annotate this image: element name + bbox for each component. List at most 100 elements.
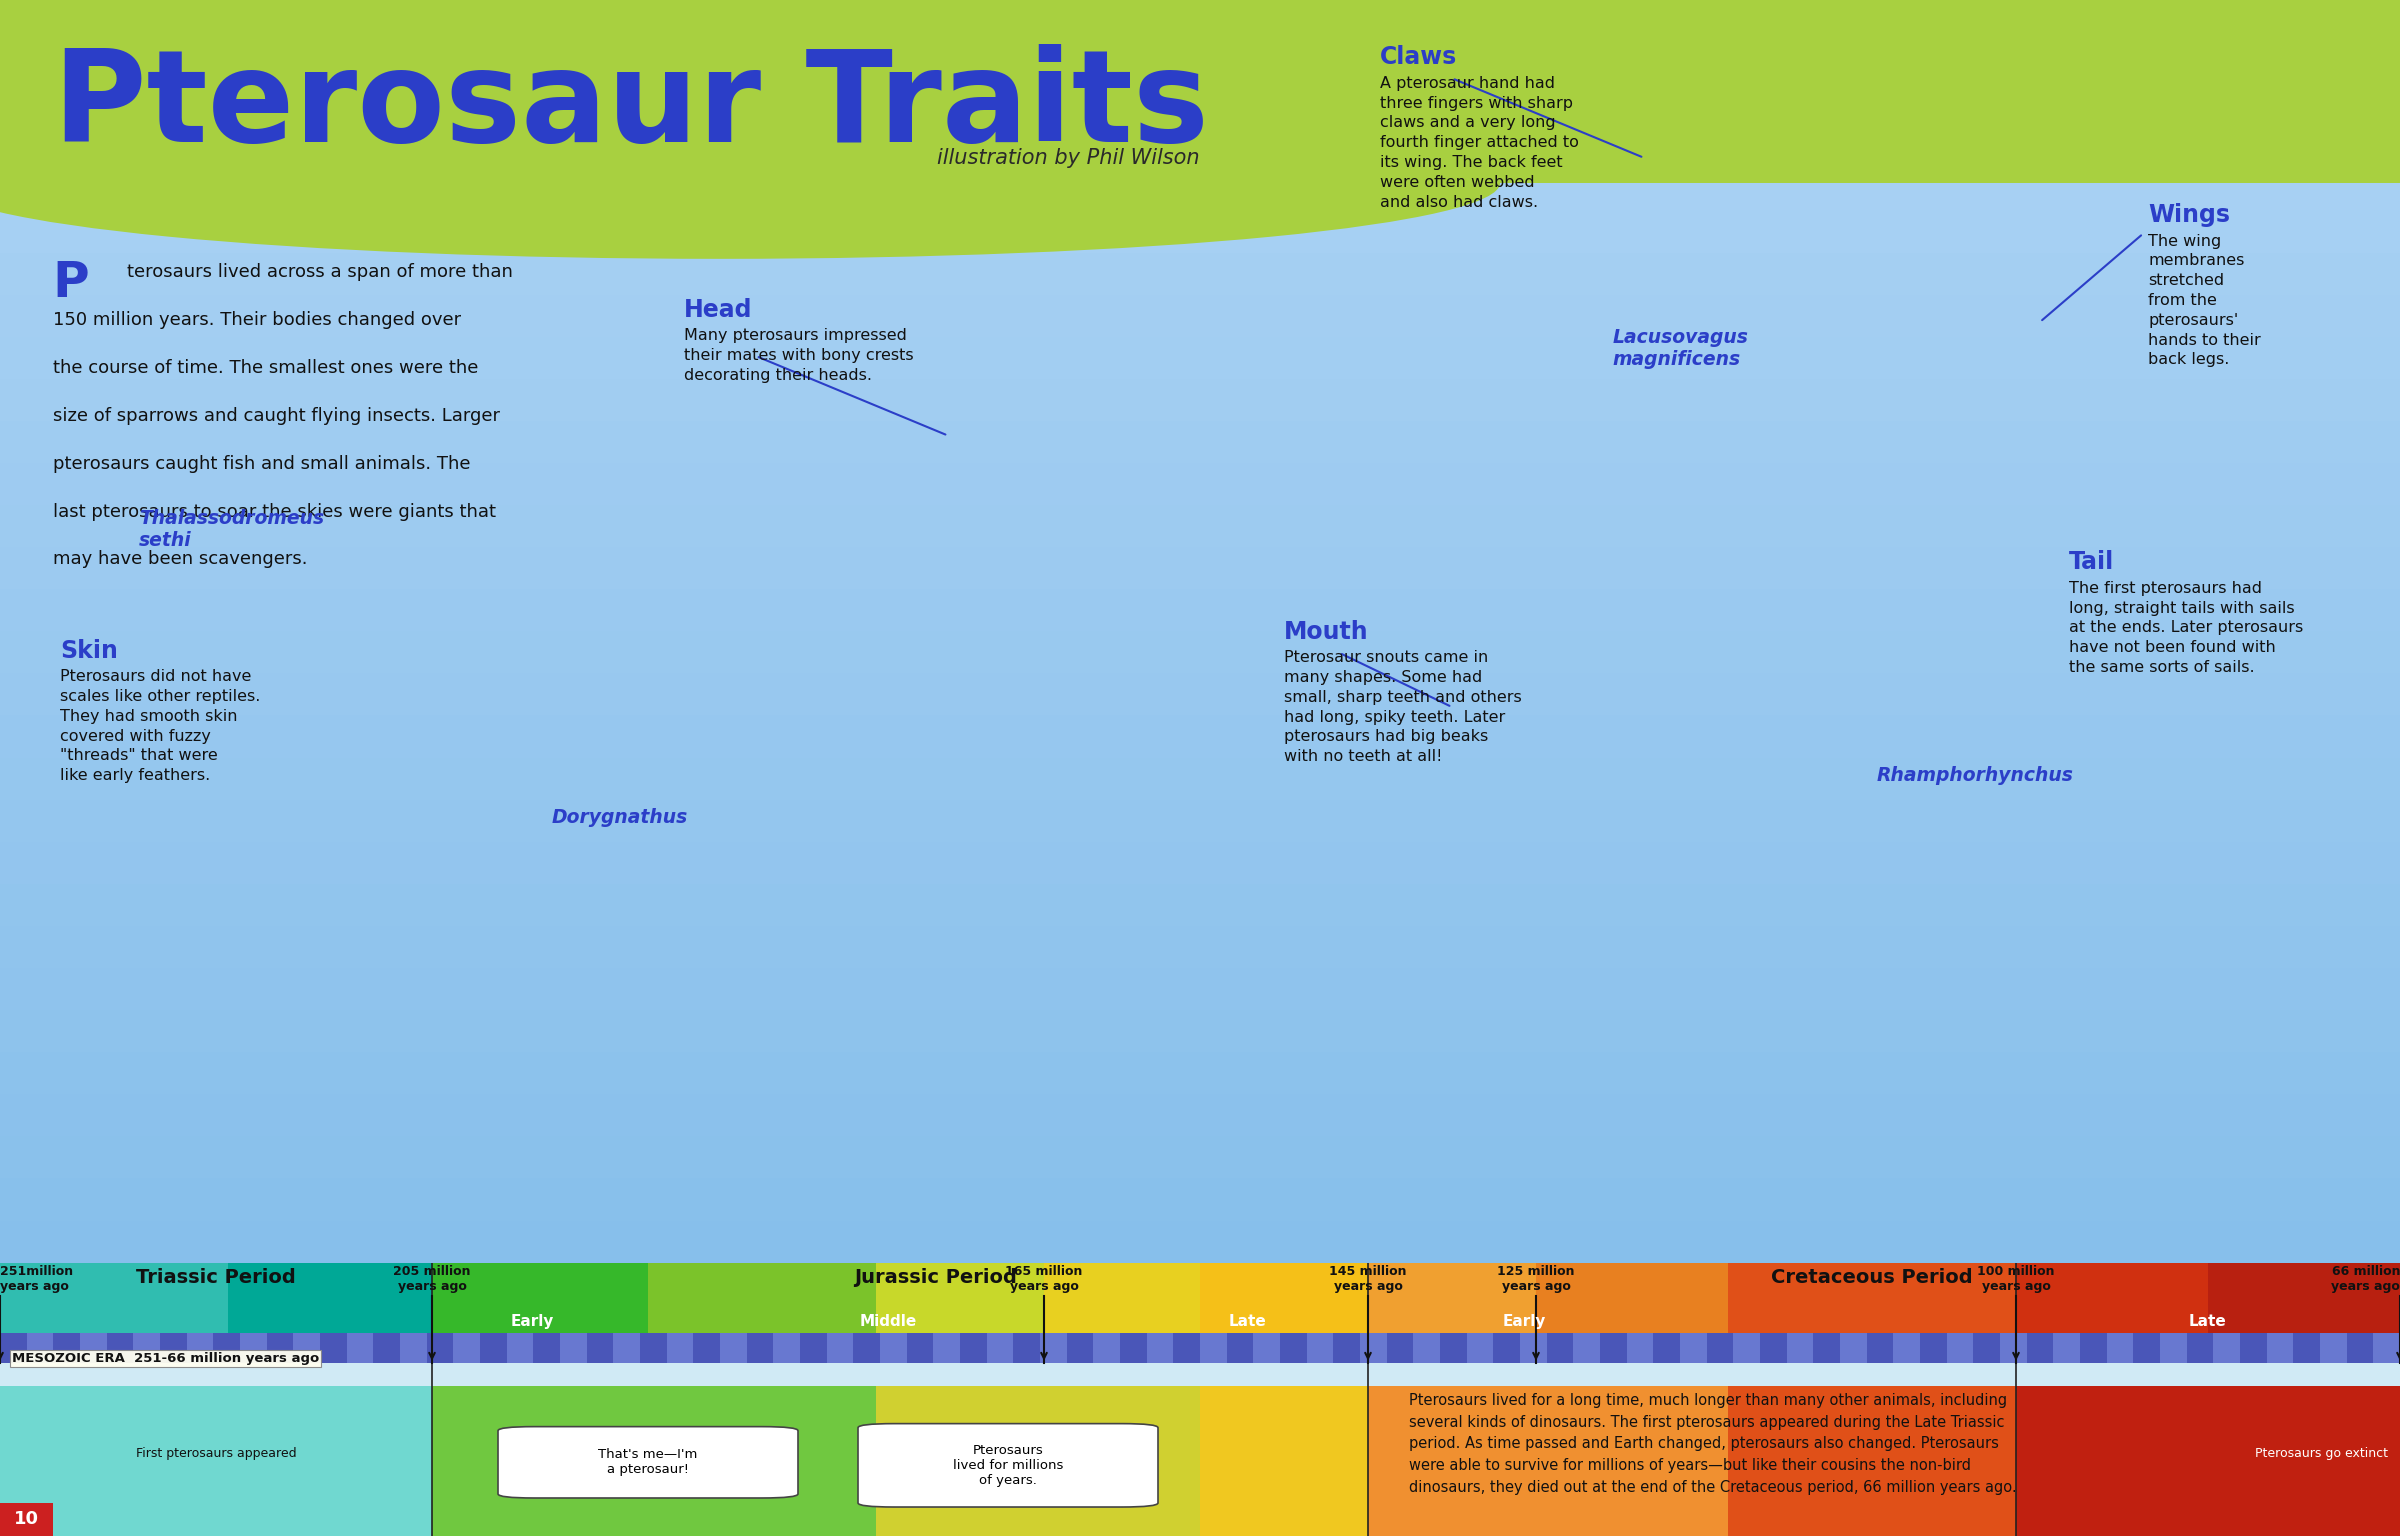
Bar <box>432 1385 876 1536</box>
Bar <box>1147 1333 1174 1364</box>
Bar <box>2321 1333 2347 1364</box>
Text: 205 million
years ago: 205 million years ago <box>394 1266 470 1293</box>
Bar <box>2054 1333 2081 1364</box>
Bar <box>0 0 2400 41</box>
Bar <box>1814 1333 1841 1364</box>
Bar <box>1574 1333 1601 1364</box>
Bar <box>228 1263 432 1385</box>
Bar <box>0 1263 228 1385</box>
Bar <box>720 1333 746 1364</box>
Text: 150 million years. Their bodies changed over: 150 million years. Their bodies changed … <box>53 310 461 329</box>
Bar <box>1536 1263 1728 1385</box>
Bar <box>454 1333 480 1364</box>
Bar <box>0 673 2400 716</box>
Bar <box>432 1263 648 1385</box>
Text: Thalassodromeus
sethi: Thalassodromeus sethi <box>139 508 324 550</box>
Text: last pterosaurs to soar the skies were giants that: last pterosaurs to soar the skies were g… <box>53 502 497 521</box>
Ellipse shape <box>0 108 1500 260</box>
Bar <box>881 1333 907 1364</box>
Bar <box>1466 1333 1493 1364</box>
Text: Cretaceous Period: Cretaceous Period <box>1771 1269 1973 1287</box>
Bar <box>1680 1333 1706 1364</box>
Bar <box>187 1333 214 1364</box>
Bar <box>0 295 2400 336</box>
Bar <box>746 1333 773 1364</box>
Text: Many pterosaurs impressed
their mates with bony crests
decorating their heads.: Many pterosaurs impressed their mates wi… <box>684 329 914 382</box>
Text: Pterosaurs did not have
scales like other reptiles.
They had smooth skin
covered: Pterosaurs did not have scales like othe… <box>60 670 259 783</box>
Bar <box>401 1333 427 1364</box>
Bar <box>1200 1333 1226 1364</box>
Bar <box>1920 1333 1946 1364</box>
Bar <box>876 1263 1044 1385</box>
Bar <box>1841 1333 1867 1364</box>
Text: Rhamphorhynchus: Rhamphorhynchus <box>1877 766 2074 785</box>
Bar <box>0 164 2400 177</box>
Bar <box>0 126 2400 169</box>
Bar <box>0 590 2400 631</box>
Bar <box>1368 1385 1728 1536</box>
Bar <box>648 1263 876 1385</box>
Bar <box>907 1333 934 1364</box>
Bar <box>1601 1333 1627 1364</box>
Bar <box>1226 1333 1253 1364</box>
Bar <box>1867 1333 1894 1364</box>
Text: A pterosaur hand had
three fingers with sharp
claws and a very long
fourth finge: A pterosaur hand had three fingers with … <box>1380 75 1579 209</box>
Bar <box>1044 1263 1200 1385</box>
Bar <box>799 1333 826 1364</box>
Text: Pterosaur Traits: Pterosaur Traits <box>53 45 1210 169</box>
Bar <box>1253 1333 1279 1364</box>
Bar <box>1039 1333 1066 1364</box>
Text: Dorygnathus: Dorygnathus <box>552 808 689 826</box>
Text: Middle: Middle <box>859 1315 917 1329</box>
Text: That's me—I'm
a pterosaur!: That's me—I'm a pterosaur! <box>598 1448 698 1476</box>
Text: Head: Head <box>684 298 754 323</box>
Bar <box>1759 1333 1786 1364</box>
Bar <box>773 1333 799 1364</box>
Text: Tail: Tail <box>2069 550 2114 574</box>
Text: Pterosaur snouts came in
many shapes. Some had
small, sharp teeth and others
had: Pterosaur snouts came in many shapes. So… <box>1284 650 1522 765</box>
Text: Claws: Claws <box>1380 46 1457 69</box>
Bar <box>694 1333 720 1364</box>
Bar <box>1387 1333 1414 1364</box>
Text: 251million
years ago: 251million years ago <box>0 1266 72 1293</box>
Bar <box>1200 1263 1368 1385</box>
Bar <box>427 1333 454 1364</box>
Bar <box>1121 1333 1147 1364</box>
Bar <box>1493 1333 1519 1364</box>
Bar <box>0 1094 2400 1137</box>
Bar <box>0 84 2400 126</box>
Bar <box>0 716 2400 757</box>
Bar <box>0 505 2400 547</box>
Bar <box>0 1052 2400 1094</box>
Bar <box>0 336 2400 379</box>
Bar <box>1361 1333 1387 1364</box>
Bar <box>506 1333 533 1364</box>
Bar <box>240 1333 266 1364</box>
Bar <box>266 1333 293 1364</box>
Bar <box>0 1137 2400 1178</box>
Bar <box>0 1011 2400 1052</box>
Bar <box>2186 1333 2213 1364</box>
Text: the course of time. The smallest ones were the: the course of time. The smallest ones we… <box>53 358 478 376</box>
Text: MESOZOIC ERA  251-66 million years ago: MESOZOIC ERA 251-66 million years ago <box>12 1352 319 1364</box>
Bar <box>79 1333 106 1364</box>
Bar <box>1733 1333 1759 1364</box>
Bar <box>2374 1333 2400 1364</box>
Bar <box>559 1333 586 1364</box>
Bar <box>161 1333 187 1364</box>
Bar <box>1627 1333 1654 1364</box>
Text: Late: Late <box>2189 1315 2227 1329</box>
Bar <box>1094 1333 1121 1364</box>
Bar <box>1706 1333 1733 1364</box>
Bar <box>0 379 2400 421</box>
Bar <box>0 1333 26 1364</box>
Bar <box>2081 1333 2107 1364</box>
Bar <box>0 41 2400 84</box>
Bar <box>1066 1333 1094 1364</box>
Bar <box>293 1333 319 1364</box>
Bar <box>480 1333 506 1364</box>
Text: Early: Early <box>1502 1315 1546 1329</box>
Text: 145 million
years ago: 145 million years ago <box>1330 1266 1406 1293</box>
Bar <box>2239 1333 2266 1364</box>
Bar <box>586 1333 614 1364</box>
